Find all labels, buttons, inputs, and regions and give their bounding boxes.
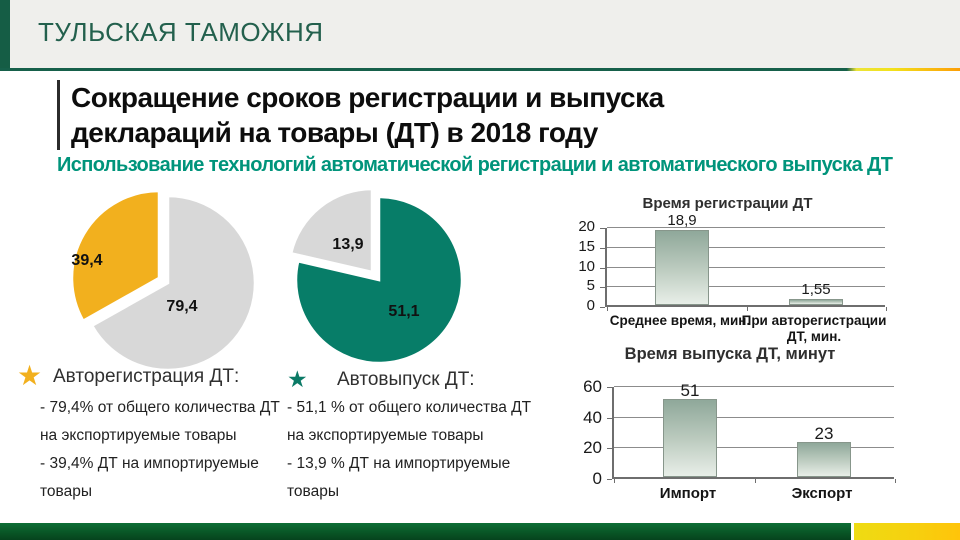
y-axis-tick-label: 5 (586, 277, 595, 295)
y-axis-tick-label: 40 (583, 407, 602, 427)
y-axis-tick-label: 20 (578, 218, 595, 235)
y-axis-tick-label: 10 (578, 257, 595, 275)
pie-slice (70, 190, 161, 323)
bar (789, 299, 843, 305)
autoregistration-heading: Авторегистрация ДТ: (53, 366, 240, 387)
y-axis-tick-mark (607, 479, 612, 480)
bar-value-label: 23 (814, 424, 834, 443)
y-axis-tick-mark (600, 287, 605, 289)
pie-slice-label: 39,4 (71, 252, 102, 269)
bar-value-label: 1,55 (801, 281, 831, 298)
bar-chart-release-title: Время выпуска ДТ, минут (624, 345, 836, 363)
footer-green-bar (0, 523, 851, 540)
plot-area: 51 23 (612, 381, 896, 483)
gridline (607, 227, 885, 228)
footer-yellow-bar (854, 523, 960, 540)
y-axis-tick-label: 0 (592, 469, 602, 488)
x-axis-tick-mark (886, 307, 887, 311)
slide-subtitle: Использование технологий автоматической … (57, 154, 893, 176)
x-axis-tick-mark (614, 479, 615, 483)
bar (797, 442, 851, 477)
x-axis-category-label: Импорт (659, 485, 717, 502)
y-axis-tick-label: 20 (583, 438, 602, 458)
header-bar: ТУЛЬСКАЯ ТАМОЖНЯ (0, 0, 960, 68)
pie-chart-autorelease: 51,1 13,9 (289, 190, 464, 365)
y-axis-tick-mark (600, 247, 605, 249)
pie-slice-label: 51,1 (388, 303, 419, 320)
gridline (614, 416, 894, 418)
org-title: ТУЛЬСКАЯ ТАМОЖНЯ (38, 17, 324, 47)
autoregistration-body: - 79,4% от общего количества ДТ на экспо… (40, 399, 280, 500)
y-axis-tick-label: 0 (586, 297, 595, 314)
header-accent-bar (0, 0, 10, 68)
y-axis-tick-mark (600, 307, 605, 308)
x-axis-tick-mark (607, 307, 608, 311)
x-axis-category-label: Экспорт (791, 485, 853, 502)
gridline (607, 286, 885, 288)
gridline (607, 266, 885, 268)
autorelease-heading: Автовыпуск ДТ: (337, 369, 475, 390)
pie-chart-autoregistration: 79,4 39,4 (70, 190, 257, 372)
bar-chart-registration-time: Время регистрации ДТ 18,9 1,55 0 5 10 15 20 Ср… (560, 195, 895, 344)
x-axis-category-label: Среднее время, мин. (609, 313, 751, 328)
bar-value-label: 51 (680, 381, 700, 400)
pie-slice-label: 79,4 (166, 298, 197, 315)
bar-chart-release-time: Время выпуска ДТ, минут 51 23 0 20 40 60 Импо… (560, 345, 900, 510)
bar (663, 399, 717, 477)
gridline (614, 447, 894, 449)
star-icon-teal: ★ (287, 366, 308, 392)
y-axis-tick-mark (607, 387, 612, 388)
x-axis-tick-mark (755, 479, 756, 483)
pie-slice (90, 194, 257, 372)
x-axis-tick-mark (895, 479, 896, 483)
plot-area: 18,9 1,55 (605, 212, 887, 311)
y-axis-tick-mark (600, 228, 605, 229)
y-axis-tick-label: 60 (583, 377, 602, 396)
pie-slice (294, 195, 464, 365)
bar-chart-registration-title: Время регистрации ДТ (642, 195, 813, 212)
x-axis-category-label: При авторегистрации ДТ, мин. (741, 313, 887, 344)
y-axis-tick-mark (607, 448, 612, 450)
gridline (607, 246, 885, 248)
y-axis-tick-mark (607, 417, 612, 419)
pie-slice (289, 190, 374, 274)
slide-title: Сокращение сроков регистрации и выпуска … (57, 80, 664, 150)
header-divider-line (0, 68, 960, 71)
pie-slice-label: 13,9 (332, 236, 363, 253)
y-axis-tick-label: 15 (578, 237, 595, 255)
bar-value-label: 18,9 (667, 212, 697, 229)
y-axis-tick-mark (600, 267, 605, 269)
star-icon-yellow: ★ (17, 360, 43, 391)
gridline (614, 386, 894, 387)
autorelease-body: - 51,1 % от общего количества ДТ на эксп… (287, 399, 532, 500)
bar (655, 230, 709, 305)
x-axis-tick-mark (747, 307, 748, 311)
